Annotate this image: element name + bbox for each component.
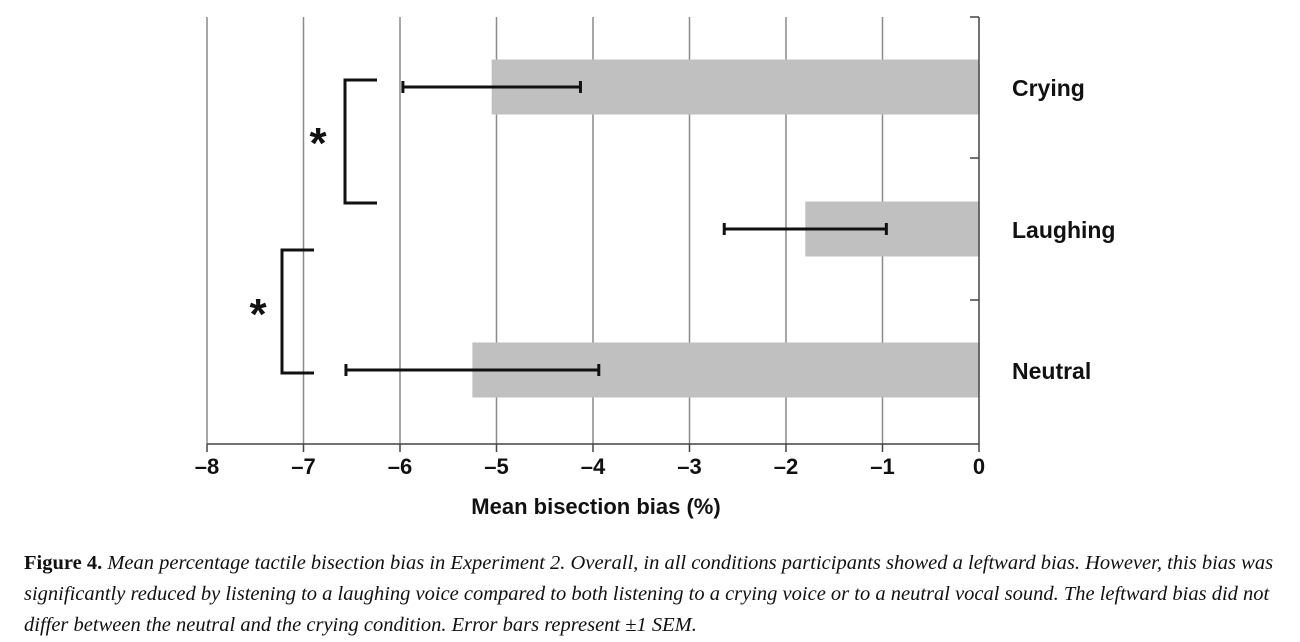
category-label-crying: Crying xyxy=(1012,75,1085,101)
significance-bracket xyxy=(343,78,377,205)
category-label-laughing: Laughing xyxy=(1012,217,1115,243)
x-tick-label: 0 xyxy=(973,454,985,479)
significance-bracket xyxy=(280,248,314,375)
significance-star: * xyxy=(309,119,327,168)
x-tick-label: –1 xyxy=(870,454,894,479)
x-tick-label: –4 xyxy=(581,454,606,479)
axes: –8 –7 –6 –5 –4 –3 –2 –1 0 xyxy=(195,16,985,479)
x-tick-label: –7 xyxy=(291,454,315,479)
x-tick-label: –6 xyxy=(388,454,412,479)
caption-text: Mean percentage tactile bisection bias i… xyxy=(24,552,1274,636)
error-bars xyxy=(344,81,888,376)
category-labels: Crying Laughing Neutral xyxy=(1012,75,1115,384)
significance-star: * xyxy=(249,290,267,339)
bar-chart: –8 –7 –6 –5 –4 –3 –2 –1 0 CryingLaughingNeutral … xyxy=(195,16,1115,519)
figure-caption: Figure 4. Mean percentage tactile bisect… xyxy=(24,548,1284,641)
x-tick-label: –8 xyxy=(195,454,219,479)
x-axis-title: Mean bisection bias (%) xyxy=(471,494,720,519)
x-tick-label: –3 xyxy=(677,454,701,479)
significance-brackets: ** xyxy=(249,78,377,375)
category-label-neutral: Neutral xyxy=(1012,358,1091,384)
x-tick-label: –5 xyxy=(484,454,508,479)
caption-label: Figure 4. xyxy=(24,552,103,574)
x-tick-label: –2 xyxy=(774,454,798,479)
